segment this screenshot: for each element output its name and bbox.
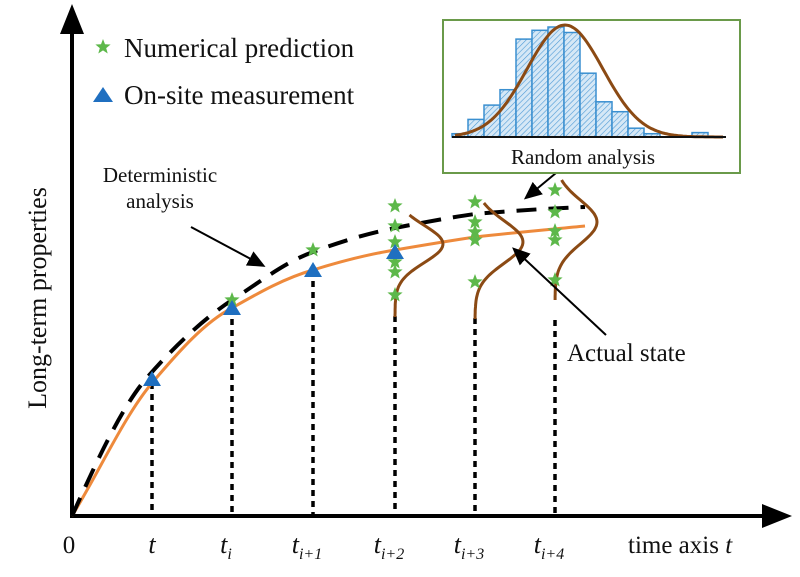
legend-item-numerical-prediction: Numerical prediction: [95, 33, 355, 63]
x-tick-label: ti+2: [374, 530, 404, 563]
random-analysis-inset: Random analysis: [442, 19, 741, 174]
x-tick-label-subscript: i+3: [461, 546, 484, 563]
x-tick-label-base: t: [220, 530, 228, 559]
star-icon: [467, 214, 483, 229]
random-analysis-label: Random analysis: [511, 145, 655, 169]
inset-normal-curve: [454, 23, 723, 139]
deterministic-analysis-label-line1: Deterministic: [103, 163, 217, 187]
deterministic-analysis-curve: [70, 205, 586, 517]
histogram-bar: [595, 101, 613, 138]
x-axis-label-variable: t: [725, 532, 733, 559]
distribution-curve: [553, 179, 599, 300]
star-icon: [387, 234, 403, 249]
actual-state-curve: [70, 224, 586, 517]
actual-state-arrow-icon: [512, 247, 607, 336]
x-axis-arrow-icon: [762, 504, 792, 528]
histogram-bar: [627, 127, 645, 138]
x-tick-label: ti+4: [534, 530, 564, 563]
x-tick-label-base: t: [454, 530, 462, 559]
star-icon: [547, 204, 563, 219]
star-icon: [547, 223, 563, 238]
histogram-bar: [611, 110, 629, 138]
on-site-measurement-points: [143, 244, 404, 386]
x-tick-label-subscript: i: [227, 546, 231, 563]
legend: Numerical prediction On-site measurement: [93, 33, 355, 110]
star-icon: [547, 272, 563, 287]
star-icon: [467, 194, 483, 209]
star-icon: [95, 39, 111, 54]
histogram-bar: [499, 88, 517, 138]
histogram-bar: [547, 26, 565, 138]
y-axis-arrow-icon: [60, 4, 84, 34]
histogram-bar: [579, 72, 597, 138]
x-tick-label-base: t: [292, 530, 300, 559]
star-icon: [387, 254, 403, 269]
star-icon: [467, 232, 483, 247]
star-icon: [387, 287, 403, 302]
deterministic-analysis-label-line2: analysis: [126, 189, 194, 213]
distribution-curve: [393, 213, 445, 317]
deterministic-analysis-arrow-icon: [190, 226, 266, 267]
star-icon: [305, 242, 321, 257]
star-icon: [387, 218, 403, 233]
actual-state-label: Actual state: [567, 340, 686, 367]
x-tick-label: t: [148, 530, 156, 559]
numerical-prediction-points: [224, 182, 563, 307]
x-tick-label-base: t: [534, 530, 542, 559]
star-icon: [547, 182, 563, 197]
star-icon: [387, 264, 403, 279]
x-tick-label: ti+1: [292, 530, 322, 563]
star-icon: [387, 198, 403, 213]
origin-label: 0: [63, 532, 76, 559]
triangle-icon: [93, 87, 113, 102]
histogram-bar: [563, 31, 581, 138]
legend-label-numerical-prediction: Numerical prediction: [124, 33, 355, 63]
x-axis-label-text: time axis: [628, 532, 725, 559]
x-tick-label-subscript: i+4: [541, 546, 564, 563]
x-tick-label-subscript: i+1: [299, 546, 322, 563]
triangle-icon: [223, 300, 241, 315]
x-tick-labels: t ti ti+1 ti+2 ti+3 ti+4: [148, 530, 564, 563]
triangle-icon: [386, 244, 404, 259]
y-axis-label: Long-term properties: [23, 187, 52, 409]
triangle-icon: [143, 371, 161, 386]
legend-item-on-site-measurement: On-site measurement: [93, 80, 355, 110]
x-tick-label: ti+3: [454, 530, 484, 563]
x-tick-label-base: t: [148, 530, 156, 559]
star-icon: [224, 292, 240, 307]
time-guide-lines: [150, 270, 557, 514]
x-tick-label-subscript: i+2: [381, 546, 404, 563]
legend-label-on-site-measurement: On-site measurement: [124, 80, 355, 110]
star-icon: [467, 224, 483, 239]
star-icon: [467, 274, 483, 289]
triangle-icon: [304, 262, 322, 277]
histogram-bar: [515, 38, 533, 138]
x-axis-label: time axis t: [628, 532, 733, 559]
x-tick-label-base: t: [374, 530, 382, 559]
random-analysis-arrow-icon: [523, 172, 557, 200]
star-icon: [547, 232, 563, 247]
distribution-curve: [473, 202, 525, 319]
x-tick-label: ti: [220, 530, 232, 563]
